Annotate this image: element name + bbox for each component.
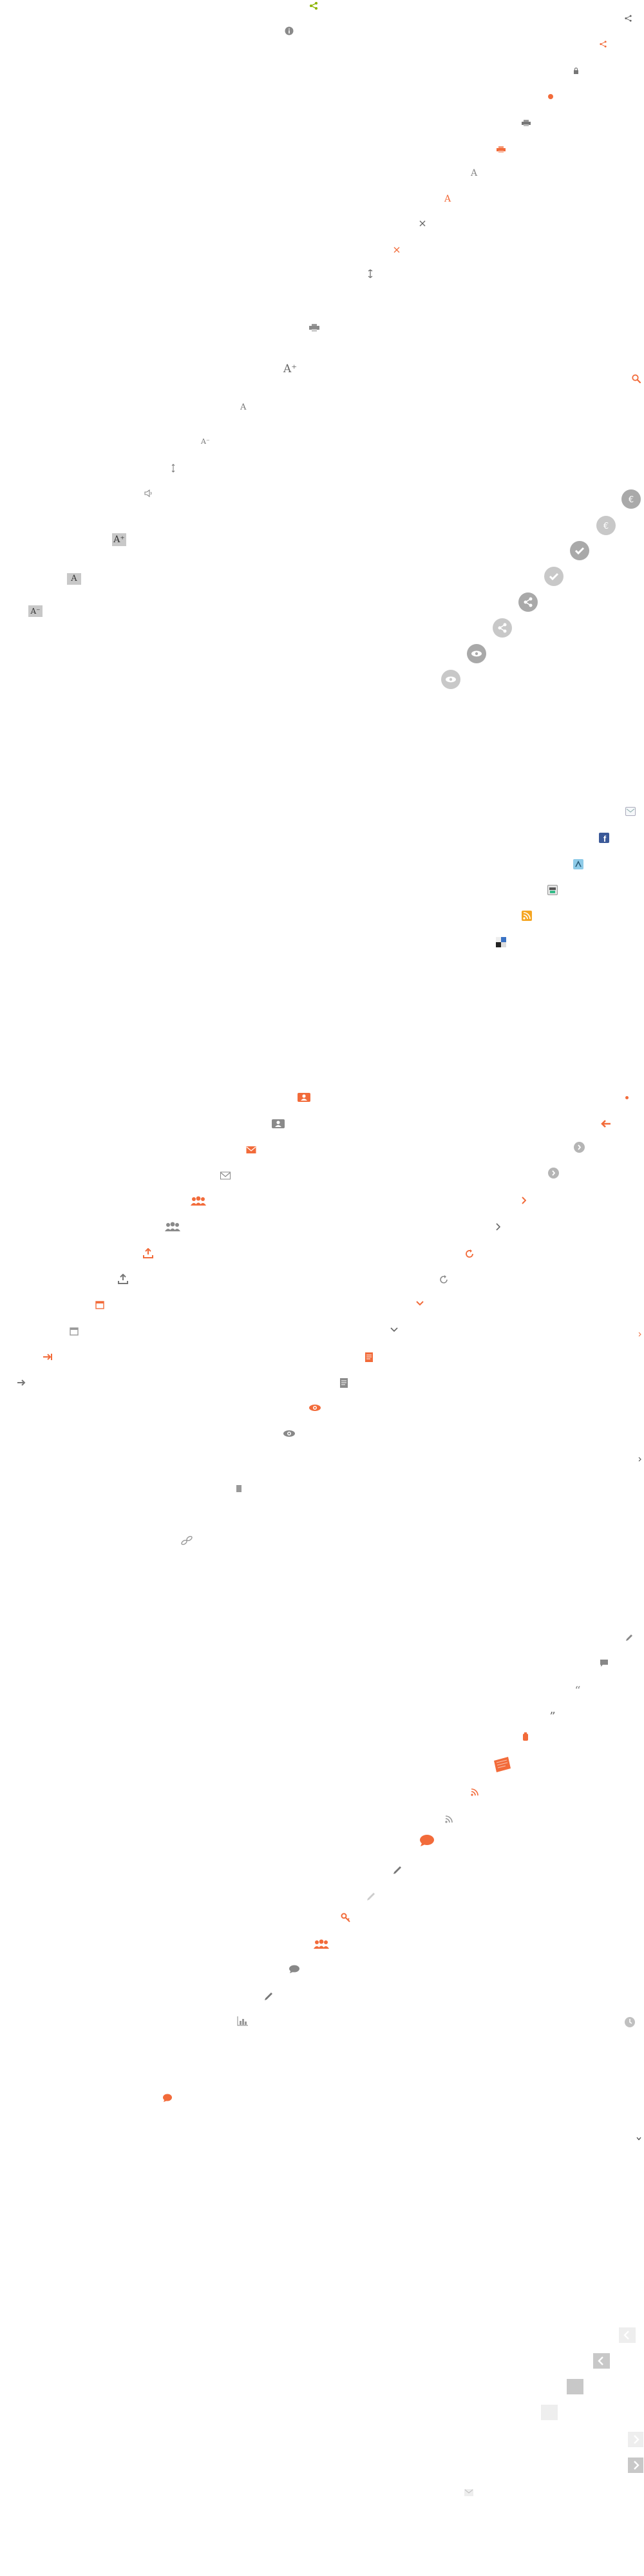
print-orange-icon[interactable] (497, 146, 506, 153)
group-gray-icon[interactable] (164, 1222, 181, 1232)
circle-check-icon[interactable] (570, 541, 589, 560)
chevron-down-orange-icon[interactable] (416, 1301, 424, 1306)
link-icon[interactable] (180, 1535, 193, 1546)
font-small-default-icon[interactable] (171, 464, 175, 473)
arrow-left-box-gray-icon[interactable] (593, 2353, 610, 2369)
pencil-light-icon[interactable] (366, 1891, 376, 1902)
circle-arrow-light-icon[interactable] (548, 1168, 559, 1179)
font-default-icon[interactable] (368, 269, 373, 278)
info-icon[interactable] (285, 26, 294, 35)
search-icon[interactable] (632, 374, 641, 383)
font-large-plus-icon[interactable]: A⁺ (283, 363, 298, 375)
circle-euro-icon[interactable]: € (621, 489, 641, 509)
circle-eye-icon[interactable] (467, 644, 486, 663)
circle-link-icon[interactable] (493, 618, 512, 638)
document-small-icon[interactable] (236, 1485, 242, 1492)
svg-text:f: f (603, 834, 607, 843)
bookmark-icon[interactable] (496, 937, 506, 947)
lock-icon (573, 68, 579, 74)
refresh-gray-icon[interactable] (439, 1275, 448, 1284)
calendar-orange-icon[interactable] (95, 1300, 104, 1309)
person-card-icon[interactable] (298, 1093, 310, 1102)
box-light-icon[interactable] (541, 2405, 558, 2420)
chevron-right-orange-icon[interactable] (521, 1197, 526, 1204)
quote-dark-icon: ” (548, 1712, 557, 1719)
clock-icon (625, 2017, 635, 2027)
svg-text:€: € (603, 522, 609, 531)
refresh-orange-icon[interactable] (465, 1249, 474, 1258)
dot-small-orange-icon (625, 1096, 629, 1099)
font-increase-icon[interactable]: A (471, 168, 478, 178)
eye-orange-icon[interactable] (308, 1404, 321, 1412)
font-box-minus-icon[interactable]: A⁻ (28, 605, 43, 617)
calendar-gray-icon[interactable] (70, 1327, 79, 1336)
pencil-gray-icon[interactable] (625, 1633, 634, 1642)
speech-orange-icon[interactable] (419, 1834, 435, 1847)
font-box-icon[interactable]: A (67, 573, 81, 585)
chevron-right-small-icon[interactable] (638, 1332, 641, 1337)
arrow-right-box-light-icon[interactable] (628, 2432, 643, 2447)
rss-orange-icon[interactable] (470, 1788, 479, 1797)
circle-share-icon[interactable] (518, 592, 538, 612)
font-decrease-orange-icon[interactable] (393, 247, 400, 253)
arrow-right-orange-icon[interactable] (43, 1353, 53, 1361)
chevron-down-gray-icon[interactable] (390, 1327, 398, 1332)
group-orange-icon[interactable] (190, 1196, 207, 1206)
font-decrease-icon[interactable] (419, 220, 426, 227)
arrow-left-box-light-icon[interactable] (619, 2327, 636, 2343)
chevron-right-gray-small-icon[interactable] (638, 1457, 641, 1462)
share-orange-icon[interactable] (600, 41, 607, 48)
pencil-small-icon[interactable] (263, 1991, 274, 2002)
upload-orange-icon[interactable] (143, 1248, 153, 1258)
facebook-icon[interactable]: f (599, 833, 609, 843)
email-small-icon[interactable] (464, 2489, 473, 2496)
rss-gray-icon[interactable] (444, 1815, 453, 1824)
speech-orange-small-icon[interactable] (162, 2094, 173, 2103)
circle-chat-icon[interactable] (544, 567, 564, 586)
circle-arrow-gray-icon[interactable] (574, 1142, 585, 1153)
dot-orange-icon (548, 94, 553, 99)
upload-gray-icon[interactable] (118, 1274, 128, 1284)
mail-orange-icon[interactable] (246, 1145, 256, 1154)
person-card-gray-icon[interactable] (272, 1119, 285, 1128)
rss-icon[interactable] (522, 911, 532, 921)
box-gray-icon[interactable] (567, 2379, 583, 2394)
bookmark-orange-large-icon[interactable] (493, 1756, 512, 1774)
print-large-icon[interactable] (309, 324, 319, 332)
quote-gray-icon: “ (573, 1686, 582, 1694)
comment-gray-icon[interactable] (600, 1659, 609, 1667)
document-gray-icon[interactable] (340, 1378, 348, 1388)
chevron-right-gray-icon[interactable] (495, 1223, 500, 1231)
email-icon[interactable] (625, 807, 636, 816)
arrow-right-gray-icon[interactable] (17, 1379, 27, 1387)
font-large-icon[interactable]: A (240, 402, 247, 412)
circle-eye-light-icon[interactable] (441, 670, 460, 689)
svg-text:”: ” (549, 1712, 555, 1719)
pencil-dark-icon[interactable] (392, 1865, 402, 1875)
font-box-plus-icon[interactable]: A⁺ (112, 533, 126, 546)
font-increase-orange-icon[interactable]: A (444, 194, 451, 204)
arrow-right-box-gray-icon[interactable] (628, 2458, 643, 2473)
share-small-icon[interactable] (625, 15, 632, 22)
circle-plus-icon[interactable]: € (596, 516, 616, 535)
group-orange-small-icon[interactable] (313, 1939, 330, 1949)
arrow-left-orange-icon[interactable] (600, 1119, 611, 1128)
share-icon[interactable] (309, 1, 318, 10)
delicious-icon[interactable] (573, 859, 583, 869)
font-large-minus-icon[interactable]: A⁻ (201, 437, 210, 446)
mail-gray-icon[interactable] (220, 1171, 231, 1180)
key-orange-icon[interactable] (341, 1913, 351, 1923)
print-small-icon[interactable] (547, 885, 558, 895)
svg-text:“: “ (574, 1686, 580, 1694)
eye-gray-icon[interactable] (283, 1430, 296, 1437)
document-orange-icon[interactable] (365, 1352, 373, 1362)
print-icon[interactable] (522, 120, 531, 126)
comment-dark-icon[interactable] (289, 1965, 300, 1974)
svg-text:€: € (629, 495, 634, 505)
pin-orange-icon (522, 1732, 529, 1741)
chart-icon[interactable] (237, 2016, 249, 2026)
chevron-down-dark-icon[interactable] (636, 2137, 641, 2141)
speaker-icon[interactable] (144, 489, 153, 497)
